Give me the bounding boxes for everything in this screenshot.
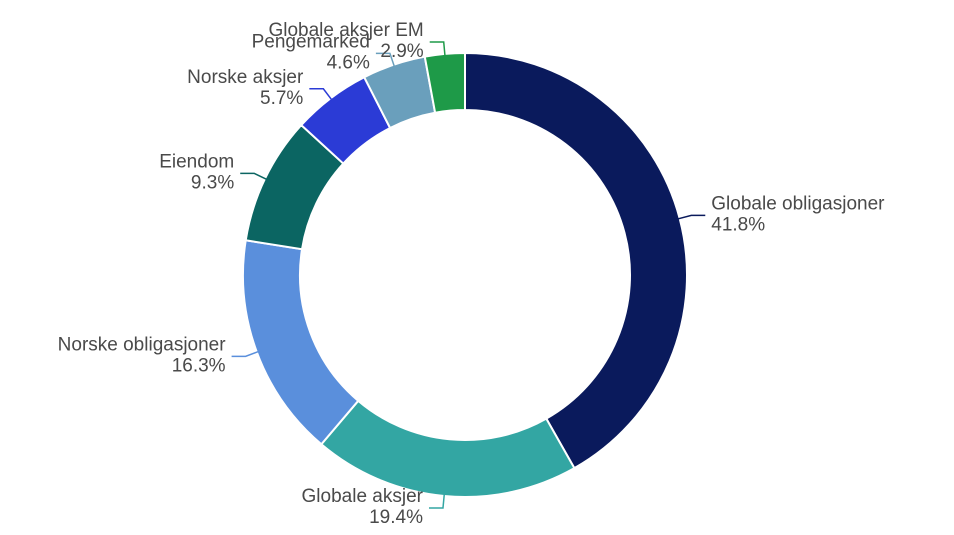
donut-slice xyxy=(319,399,576,498)
slice-value-label: 4.6% xyxy=(327,52,370,73)
leader-line xyxy=(231,350,259,358)
leader-line xyxy=(429,41,446,56)
donut-slice xyxy=(242,239,360,446)
slice-label: Globale aksjer xyxy=(302,486,424,507)
leader-line xyxy=(428,493,446,509)
slice-label: Globale obligasjoner xyxy=(711,193,885,214)
slice-label: Pengemarked xyxy=(252,31,370,52)
slice-value-label: 41.8% xyxy=(711,214,765,235)
slice-label: Norske aksjer xyxy=(187,67,304,88)
donut-slice xyxy=(464,51,688,470)
donut-slice xyxy=(423,51,466,114)
slice-value-label: 16.3% xyxy=(172,355,226,376)
slice-label: Globale aksjer EM xyxy=(268,20,423,41)
slice-label: Norske obligasjoner xyxy=(58,334,227,355)
slice-value-label: 19.4% xyxy=(369,507,423,528)
slice-value-label: 5.7% xyxy=(260,88,303,109)
slice-label: Eiendom xyxy=(159,151,234,172)
leader-line xyxy=(375,52,396,67)
leader-line xyxy=(309,88,333,101)
slice-value-label: 2.9% xyxy=(380,41,423,62)
leader-line xyxy=(240,172,268,181)
leader-line xyxy=(677,214,706,220)
slice-value-label: 9.3% xyxy=(191,172,234,193)
